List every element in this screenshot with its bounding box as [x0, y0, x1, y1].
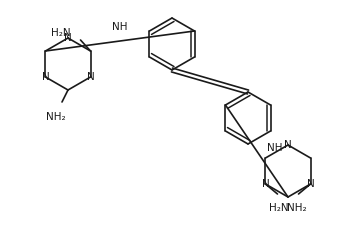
Text: N: N: [87, 72, 94, 82]
Text: H₂N: H₂N: [269, 203, 288, 213]
Text: NH₂: NH₂: [46, 112, 66, 122]
Text: NH: NH: [112, 22, 128, 32]
Text: N: N: [307, 179, 315, 189]
Text: H₂N: H₂N: [51, 28, 71, 38]
Text: N: N: [262, 179, 269, 189]
Text: N: N: [284, 140, 292, 150]
Text: N: N: [42, 72, 49, 82]
Text: NH: NH: [267, 143, 282, 153]
Text: N: N: [64, 33, 72, 43]
Text: NH₂: NH₂: [287, 203, 307, 213]
